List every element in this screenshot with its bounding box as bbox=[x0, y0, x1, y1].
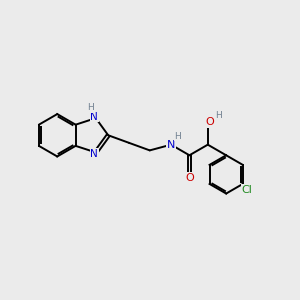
Text: N: N bbox=[90, 148, 98, 159]
Text: O: O bbox=[185, 173, 194, 183]
Text: Cl: Cl bbox=[242, 185, 253, 195]
Text: N: N bbox=[167, 140, 175, 150]
Text: H: H bbox=[174, 132, 181, 141]
Text: O: O bbox=[205, 117, 214, 127]
Text: H: H bbox=[87, 103, 94, 112]
Text: H: H bbox=[215, 111, 221, 120]
Text: N: N bbox=[90, 112, 98, 122]
